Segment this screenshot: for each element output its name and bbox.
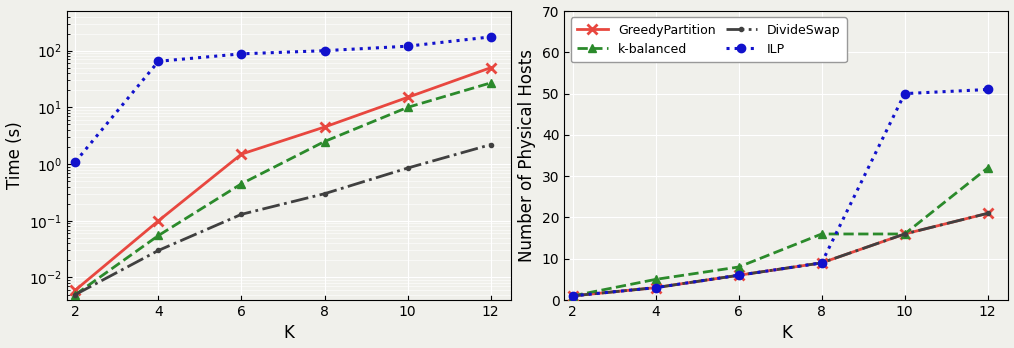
ILP xyxy=(318,49,331,53)
DivideSwap xyxy=(898,232,911,236)
Line: GreedyPartition: GreedyPartition xyxy=(71,63,496,295)
ILP xyxy=(982,87,994,92)
GreedyPartition xyxy=(982,211,994,215)
GreedyPartition xyxy=(152,219,164,223)
ILP xyxy=(69,160,81,164)
DivideSwap xyxy=(235,212,247,216)
GreedyPartition xyxy=(318,125,331,129)
DivideSwap xyxy=(815,261,827,265)
GreedyPartition xyxy=(650,286,662,290)
DivideSwap xyxy=(69,292,81,296)
k-balanced xyxy=(567,294,579,298)
Line: ILP: ILP xyxy=(569,85,992,300)
ILP xyxy=(235,52,247,56)
X-axis label: K: K xyxy=(781,324,792,342)
DivideSwap xyxy=(152,248,164,253)
GreedyPartition xyxy=(567,294,579,298)
k-balanced xyxy=(318,140,331,144)
DivideSwap xyxy=(732,273,744,277)
DivideSwap xyxy=(318,192,331,196)
k-balanced xyxy=(235,182,247,186)
k-balanced xyxy=(815,232,827,236)
GreedyPartition xyxy=(69,288,81,292)
k-balanced xyxy=(69,292,81,296)
Y-axis label: Time (s): Time (s) xyxy=(5,122,23,189)
k-balanced xyxy=(898,232,911,236)
ILP xyxy=(650,286,662,290)
DivideSwap xyxy=(567,294,579,298)
Line: k-balanced: k-balanced xyxy=(569,164,992,300)
ILP xyxy=(485,35,497,39)
ILP xyxy=(815,261,827,265)
Line: k-balanced: k-balanced xyxy=(71,79,495,299)
Line: DivideSwap: DivideSwap xyxy=(72,141,494,298)
GreedyPartition xyxy=(732,273,744,277)
X-axis label: K: K xyxy=(284,324,295,342)
GreedyPartition xyxy=(235,152,247,156)
k-balanced xyxy=(732,265,744,269)
k-balanced xyxy=(650,277,662,282)
ILP xyxy=(732,273,744,277)
k-balanced xyxy=(485,81,497,85)
DivideSwap xyxy=(982,211,994,215)
GreedyPartition xyxy=(898,232,911,236)
Line: ILP: ILP xyxy=(71,33,495,166)
k-balanced xyxy=(152,234,164,238)
k-balanced xyxy=(402,105,414,110)
Line: GreedyPartition: GreedyPartition xyxy=(568,208,993,301)
GreedyPartition xyxy=(402,95,414,100)
ILP xyxy=(567,294,579,298)
k-balanced xyxy=(982,166,994,170)
Y-axis label: Number of Physical Hosts: Number of Physical Hosts xyxy=(518,49,536,262)
ILP xyxy=(402,44,414,48)
DivideSwap xyxy=(650,286,662,290)
Line: DivideSwap: DivideSwap xyxy=(569,210,991,299)
GreedyPartition xyxy=(815,261,827,265)
ILP xyxy=(152,59,164,63)
DivideSwap xyxy=(485,143,497,147)
ILP xyxy=(898,92,911,96)
GreedyPartition xyxy=(485,66,497,70)
DivideSwap xyxy=(402,166,414,170)
Legend: GreedyPartition, k-balanced, DivideSwap, ILP: GreedyPartition, k-balanced, DivideSwap,… xyxy=(571,17,847,62)
